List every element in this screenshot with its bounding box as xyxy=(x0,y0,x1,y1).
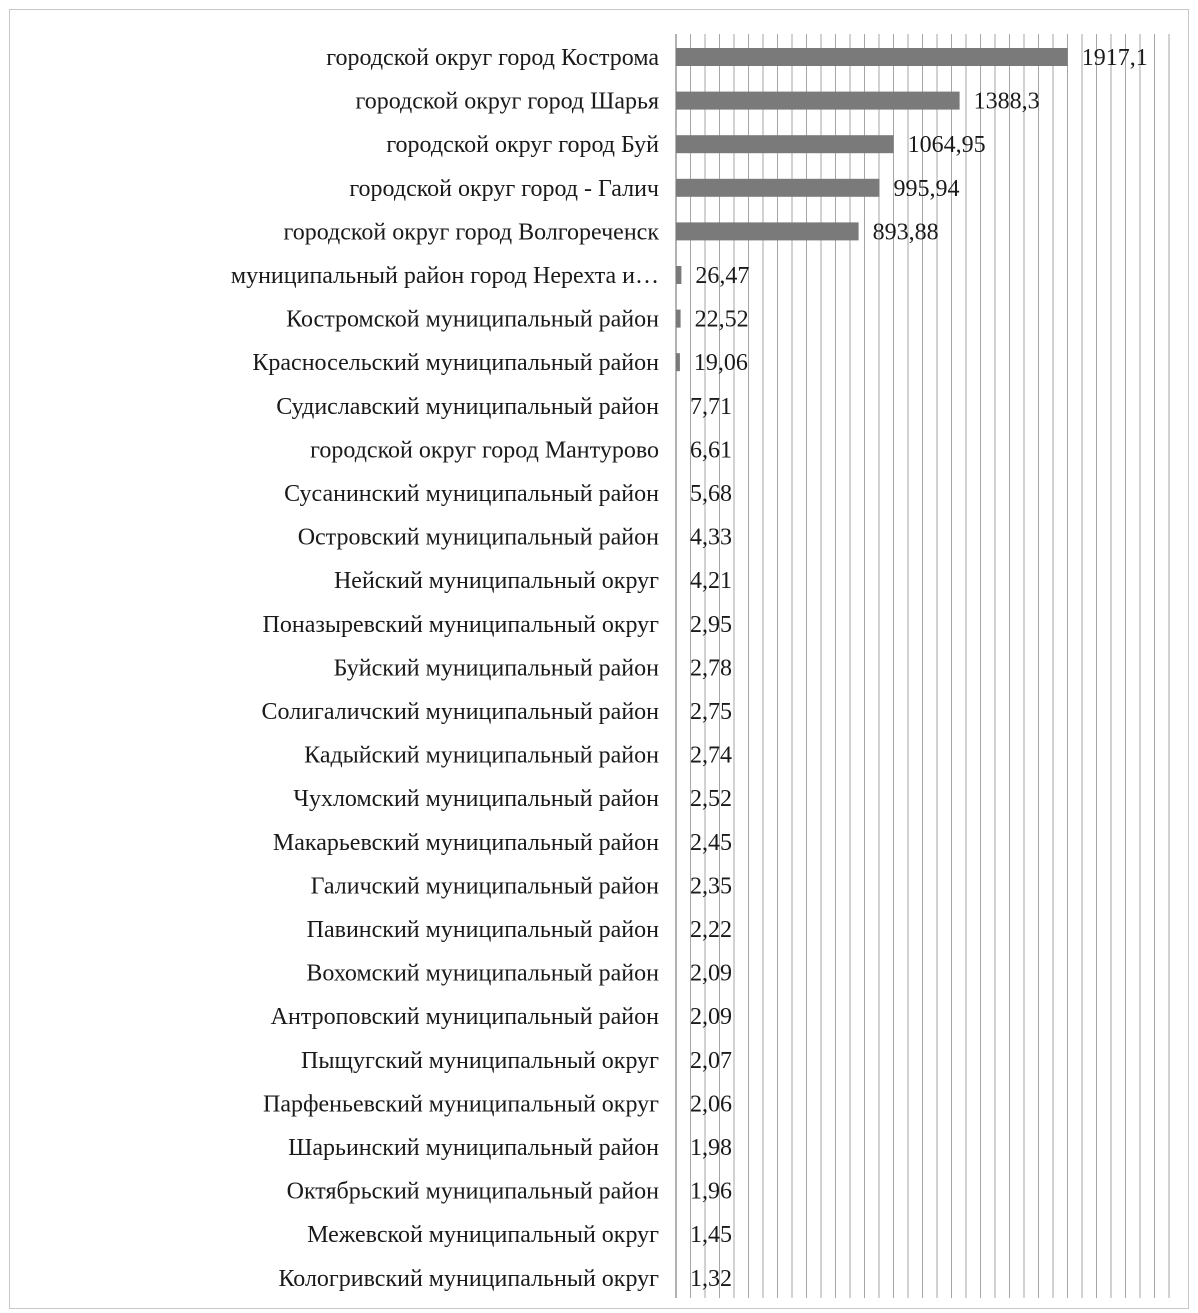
data-label: 2,45 xyxy=(690,830,732,856)
data-label: 995,94 xyxy=(894,176,960,202)
data-label: 2,09 xyxy=(690,1004,732,1030)
data-label: 5,68 xyxy=(690,481,732,507)
data-label: 1,32 xyxy=(690,1266,732,1292)
category-label: Антроповский муниципальный район xyxy=(271,1004,659,1030)
data-label: 1,98 xyxy=(690,1135,732,1161)
data-label: 893,88 xyxy=(873,219,939,245)
data-label: 1917,1 xyxy=(1082,45,1148,71)
data-label: 2,52 xyxy=(690,786,732,812)
category-label: Буйский муниципальный район xyxy=(334,655,660,681)
category-label: Вохомский муниципальный район xyxy=(306,961,659,987)
category-label: Кологривский муниципальный округ xyxy=(278,1266,659,1292)
bar xyxy=(676,48,1068,66)
chart-frame xyxy=(9,9,1189,1309)
data-label: 2,95 xyxy=(690,612,732,638)
label-layer: городской округ город Кострома 1917,1 горо… xyxy=(231,45,1148,1292)
category-label: Шарьинский муниципальный район xyxy=(288,1135,659,1161)
data-label: 2,75 xyxy=(690,699,732,725)
data-label: 2,06 xyxy=(690,1091,732,1117)
category-label: Парфеньевский муниципальный округ xyxy=(263,1091,659,1117)
category-label: муниципальный район город Нерехта и… xyxy=(231,263,659,289)
category-label: Межевской муниципальный округ xyxy=(307,1222,659,1248)
category-label: Солигаличский муниципальный район xyxy=(262,699,660,725)
category-label: Красносельский муниципальный район xyxy=(252,350,659,376)
grid-layer xyxy=(675,34,1170,1298)
category-label: Поназыревский муниципальный округ xyxy=(263,612,660,638)
category-label: Октябрьский муниципальный район xyxy=(287,1179,660,1205)
category-label: городской округ город Волгореченск xyxy=(283,219,659,245)
category-label: Пыщугский муниципальный округ xyxy=(301,1048,659,1074)
bar xyxy=(676,91,960,110)
data-label: 1388,3 xyxy=(974,89,1040,115)
data-label: 1,96 xyxy=(690,1179,732,1205)
data-label: 2,35 xyxy=(690,873,732,899)
category-label: городской округ город Кострома xyxy=(326,45,659,71)
category-label: Судиславский муниципальный район xyxy=(276,394,659,420)
bar-layer xyxy=(676,48,1068,372)
bar xyxy=(676,222,859,241)
data-label: 26,47 xyxy=(695,263,749,289)
data-label: 7,71 xyxy=(690,394,732,420)
category-label: Нейский муниципальный округ xyxy=(334,568,659,594)
category-label: городской округ город - Галич xyxy=(349,176,659,202)
category-label: Кадыйский муниципальный район xyxy=(304,743,659,769)
bar xyxy=(676,309,681,328)
data-label: 4,21 xyxy=(690,568,732,594)
bar xyxy=(676,178,880,197)
data-label: 1,45 xyxy=(690,1222,732,1248)
category-label: Чухломский муниципальный район xyxy=(293,786,659,812)
category-label: Галичский муниципальный район xyxy=(311,873,660,899)
data-label: 4,33 xyxy=(690,525,732,551)
data-label: 2,07 xyxy=(690,1048,732,1074)
data-label: 2,74 xyxy=(690,743,732,769)
category-label: городской округ город Шарья xyxy=(355,89,659,115)
bar xyxy=(676,135,894,154)
data-label: 6,61 xyxy=(690,437,732,463)
category-label: Островский муниципальный район xyxy=(298,525,659,551)
category-label: Сусанинский муниципальный район xyxy=(284,481,659,507)
category-label: Макарьевский муниципальный район xyxy=(273,830,659,856)
data-label: 1064,95 xyxy=(908,132,986,158)
category-label: Костромской муниципальный район xyxy=(286,307,659,333)
data-label: 2,09 xyxy=(690,961,732,987)
data-label: 19,06 xyxy=(694,350,748,376)
category-label: Павинский муниципальный район xyxy=(307,917,660,943)
data-label: 22,52 xyxy=(695,307,749,333)
category-label: городской округ город Мантурово xyxy=(310,437,659,463)
bar xyxy=(676,266,682,284)
category-label: городской округ город Буй xyxy=(386,132,659,158)
bar xyxy=(676,353,680,372)
data-label: 2,78 xyxy=(690,655,732,681)
data-label: 2,22 xyxy=(690,917,732,943)
